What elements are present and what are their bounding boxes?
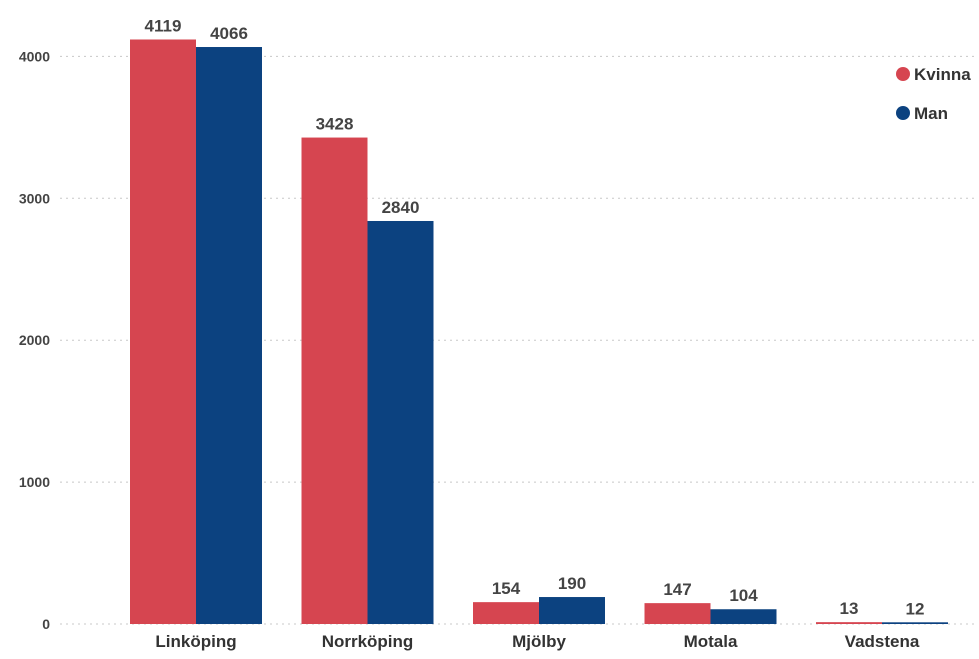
legend-marker bbox=[896, 106, 910, 120]
bar-man-4 bbox=[882, 622, 948, 624]
legend-label: Man bbox=[914, 104, 948, 123]
y-axis-ticks: 0 1000 2000 3000 4000 bbox=[19, 48, 50, 632]
data-label: 190 bbox=[558, 574, 586, 593]
bar-man-3 bbox=[710, 609, 777, 624]
bar-kvinna-0 bbox=[130, 39, 196, 625]
legend-label: Kvinna bbox=[914, 65, 971, 84]
bar-man-0 bbox=[196, 47, 262, 624]
data-label: 104 bbox=[729, 586, 758, 605]
data-label: 13 bbox=[840, 599, 859, 618]
bar-kvinna-3 bbox=[644, 603, 711, 624]
x-category-label: Linköping bbox=[155, 632, 236, 651]
x-category-label: Motala bbox=[684, 632, 738, 651]
y-tick-label: 2000 bbox=[19, 332, 50, 348]
data-label: 4066 bbox=[210, 24, 248, 43]
data-label: 154 bbox=[492, 579, 521, 598]
x-axis-categories: Linköping Norrköping Mjölby Motala Vadstena bbox=[155, 632, 919, 651]
data-label: 4119 bbox=[145, 16, 182, 35]
data-label: 147 bbox=[663, 580, 691, 599]
bar-kvinna-1 bbox=[301, 137, 368, 624]
bar-kvinna-2 bbox=[473, 602, 539, 624]
y-tick-label: 4000 bbox=[19, 48, 50, 64]
legend-item-man[interactable]: Man bbox=[896, 104, 948, 123]
legend[interactable]: Kvinna Man bbox=[896, 65, 971, 123]
y-tick-label: 1000 bbox=[19, 474, 50, 490]
x-category-label: Vadstena bbox=[845, 632, 920, 651]
data-label: 12 bbox=[906, 599, 925, 618]
bar-man-1 bbox=[367, 220, 434, 624]
y-tick-label: 0 bbox=[42, 616, 50, 632]
y-tick-label: 3000 bbox=[19, 190, 50, 206]
data-labels: 4119 4066 3428 2840 154 190 147 104 13 12 bbox=[145, 16, 925, 618]
bar-kvinna-4 bbox=[816, 622, 882, 624]
legend-marker bbox=[896, 67, 910, 81]
data-label: 3428 bbox=[316, 115, 354, 134]
data-label: 2840 bbox=[382, 198, 420, 217]
bar-man-2 bbox=[539, 597, 605, 624]
x-category-label: Norrköping bbox=[322, 632, 414, 651]
x-category-label: Mjölby bbox=[512, 632, 566, 651]
bars bbox=[130, 39, 948, 625]
legend-item-kvinna[interactable]: Kvinna bbox=[896, 65, 971, 84]
